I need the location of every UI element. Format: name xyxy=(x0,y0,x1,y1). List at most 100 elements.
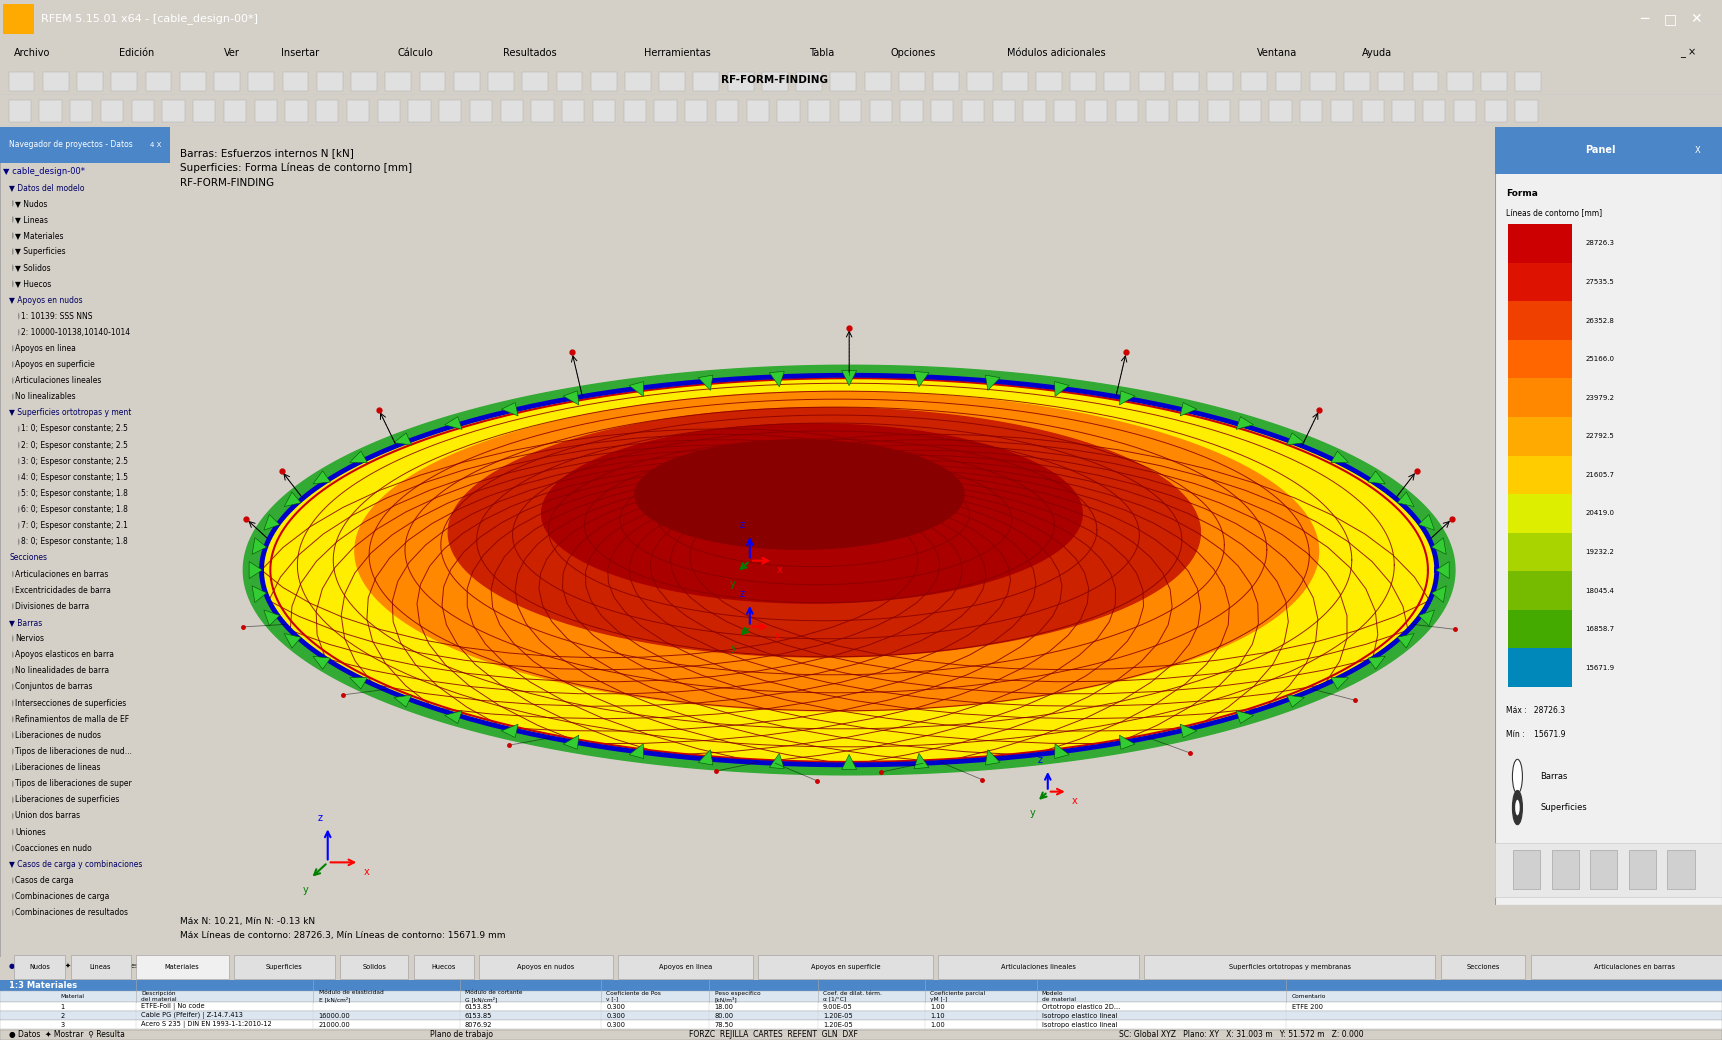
Polygon shape xyxy=(313,471,331,484)
Text: X: X xyxy=(1694,146,1700,155)
Bar xyxy=(796,72,821,92)
Text: ETFE-Foil | No code: ETFE-Foil | No code xyxy=(141,1004,205,1010)
Text: ▼ Superficies: ▼ Superficies xyxy=(15,248,65,256)
Bar xyxy=(146,72,172,92)
Bar xyxy=(0,1020,1722,1030)
Text: Ortotropo elastico 2D...: Ortotropo elastico 2D... xyxy=(1042,1004,1119,1010)
Bar xyxy=(131,100,153,123)
Polygon shape xyxy=(251,538,267,554)
Text: Liberaciones de nudos: Liberaciones de nudos xyxy=(15,731,102,739)
Bar xyxy=(1508,532,1572,571)
Text: ETFE 200: ETFE 200 xyxy=(1292,1004,1322,1010)
Bar xyxy=(0,991,1722,1002)
Polygon shape xyxy=(1419,609,1434,626)
Bar xyxy=(377,100,400,123)
Bar xyxy=(777,100,799,123)
Bar xyxy=(162,100,184,123)
Circle shape xyxy=(1512,759,1522,794)
Text: Tipos de liberaciones de super: Tipos de liberaciones de super xyxy=(15,779,133,788)
Bar xyxy=(1412,72,1438,92)
Bar xyxy=(654,100,677,123)
Bar xyxy=(1023,100,1045,123)
Bar xyxy=(968,72,994,92)
Bar xyxy=(938,955,1138,980)
Bar xyxy=(1495,842,1722,898)
Bar xyxy=(112,72,138,92)
Text: 2: 10000-10138,10140-1014: 2: 10000-10138,10140-1014 xyxy=(21,328,131,337)
Bar xyxy=(14,955,65,980)
Text: Articulaciones en barras: Articulaciones en barras xyxy=(1595,964,1676,969)
Polygon shape xyxy=(284,633,301,648)
Text: Coeficiente de Pos
v [-]: Coeficiente de Pos v [-] xyxy=(606,991,661,1002)
Bar xyxy=(1054,100,1076,123)
Bar xyxy=(255,100,277,123)
Text: Lineas: Lineas xyxy=(90,964,112,969)
Text: 3: 3 xyxy=(60,1021,64,1028)
Text: ⚲ Resulta: ⚲ Resulta xyxy=(119,963,153,969)
Text: Descripción
del material: Descripción del material xyxy=(141,990,177,1002)
Bar xyxy=(1207,72,1233,92)
Bar xyxy=(761,72,789,92)
Bar xyxy=(899,72,925,92)
Text: 22792.5: 22792.5 xyxy=(1586,434,1614,439)
Bar xyxy=(1104,72,1130,92)
Polygon shape xyxy=(444,417,461,430)
Text: 0.300: 0.300 xyxy=(606,1021,625,1028)
Polygon shape xyxy=(1286,695,1304,707)
Bar xyxy=(901,100,923,123)
Text: ▼ Apoyos en nudos: ▼ Apoyos en nudos xyxy=(9,295,83,305)
Polygon shape xyxy=(394,433,412,445)
Text: 0.300: 0.300 xyxy=(606,1004,625,1010)
Bar xyxy=(1269,100,1292,123)
Text: Plano de trabajo: Plano de trabajo xyxy=(430,1031,494,1039)
Bar xyxy=(1508,263,1572,302)
Bar xyxy=(1002,72,1028,92)
Polygon shape xyxy=(501,402,518,416)
Polygon shape xyxy=(250,562,262,578)
Text: 8076.92: 8076.92 xyxy=(465,1021,492,1028)
Bar xyxy=(660,72,685,92)
Bar xyxy=(1515,100,1538,123)
Text: 28726.3: 28726.3 xyxy=(1586,240,1615,246)
Polygon shape xyxy=(563,735,579,749)
Text: 1:3 Materiales: 1:3 Materiales xyxy=(9,981,77,990)
Text: Resultados: Resultados xyxy=(503,48,556,57)
Bar xyxy=(561,100,584,123)
Text: 8: 0; Espesor constante; 1.8: 8: 0; Espesor constante; 1.8 xyxy=(21,538,127,546)
Text: Secciones: Secciones xyxy=(1467,964,1500,969)
Text: x: x xyxy=(777,566,784,575)
Polygon shape xyxy=(1286,433,1304,445)
Bar xyxy=(0,980,1722,991)
Text: Insertar: Insertar xyxy=(281,48,319,57)
Text: ▼ Datos del modelo: ▼ Datos del modelo xyxy=(9,183,84,191)
Text: Intersecciones de superficies: Intersecciones de superficies xyxy=(15,699,127,707)
Text: z: z xyxy=(740,520,746,530)
Polygon shape xyxy=(501,724,518,737)
Text: Nudos: Nudos xyxy=(29,964,50,969)
Text: 25166.0: 25166.0 xyxy=(1586,356,1615,362)
Text: ✦ Mostrar: ✦ Mostrar xyxy=(65,963,100,969)
Polygon shape xyxy=(697,375,713,390)
Bar xyxy=(0,957,170,976)
Text: y: y xyxy=(730,578,735,589)
Bar xyxy=(1508,224,1572,263)
Text: Isotropo elastico lineal: Isotropo elastico lineal xyxy=(1042,1021,1118,1028)
Bar xyxy=(1495,127,1722,174)
Bar xyxy=(1207,100,1230,123)
Text: 1: 10139: SSS NNS: 1: 10139: SSS NNS xyxy=(21,312,93,320)
Polygon shape xyxy=(1119,735,1135,749)
Bar xyxy=(1085,100,1107,123)
Text: Nervios: Nervios xyxy=(15,634,45,643)
Polygon shape xyxy=(444,710,461,724)
Polygon shape xyxy=(914,371,928,387)
Text: 20419.0: 20419.0 xyxy=(1586,511,1615,517)
Bar xyxy=(839,100,861,123)
Text: Conjuntos de barras: Conjuntos de barras xyxy=(15,682,93,692)
Bar xyxy=(3,4,34,33)
Bar xyxy=(522,72,548,92)
Text: Solidos: Solidos xyxy=(362,964,386,969)
Text: Liberaciones de lineas: Liberaciones de lineas xyxy=(15,763,102,772)
Polygon shape xyxy=(985,375,1000,390)
Bar xyxy=(71,955,131,980)
Text: Apoyos en linea: Apoyos en linea xyxy=(660,964,711,969)
